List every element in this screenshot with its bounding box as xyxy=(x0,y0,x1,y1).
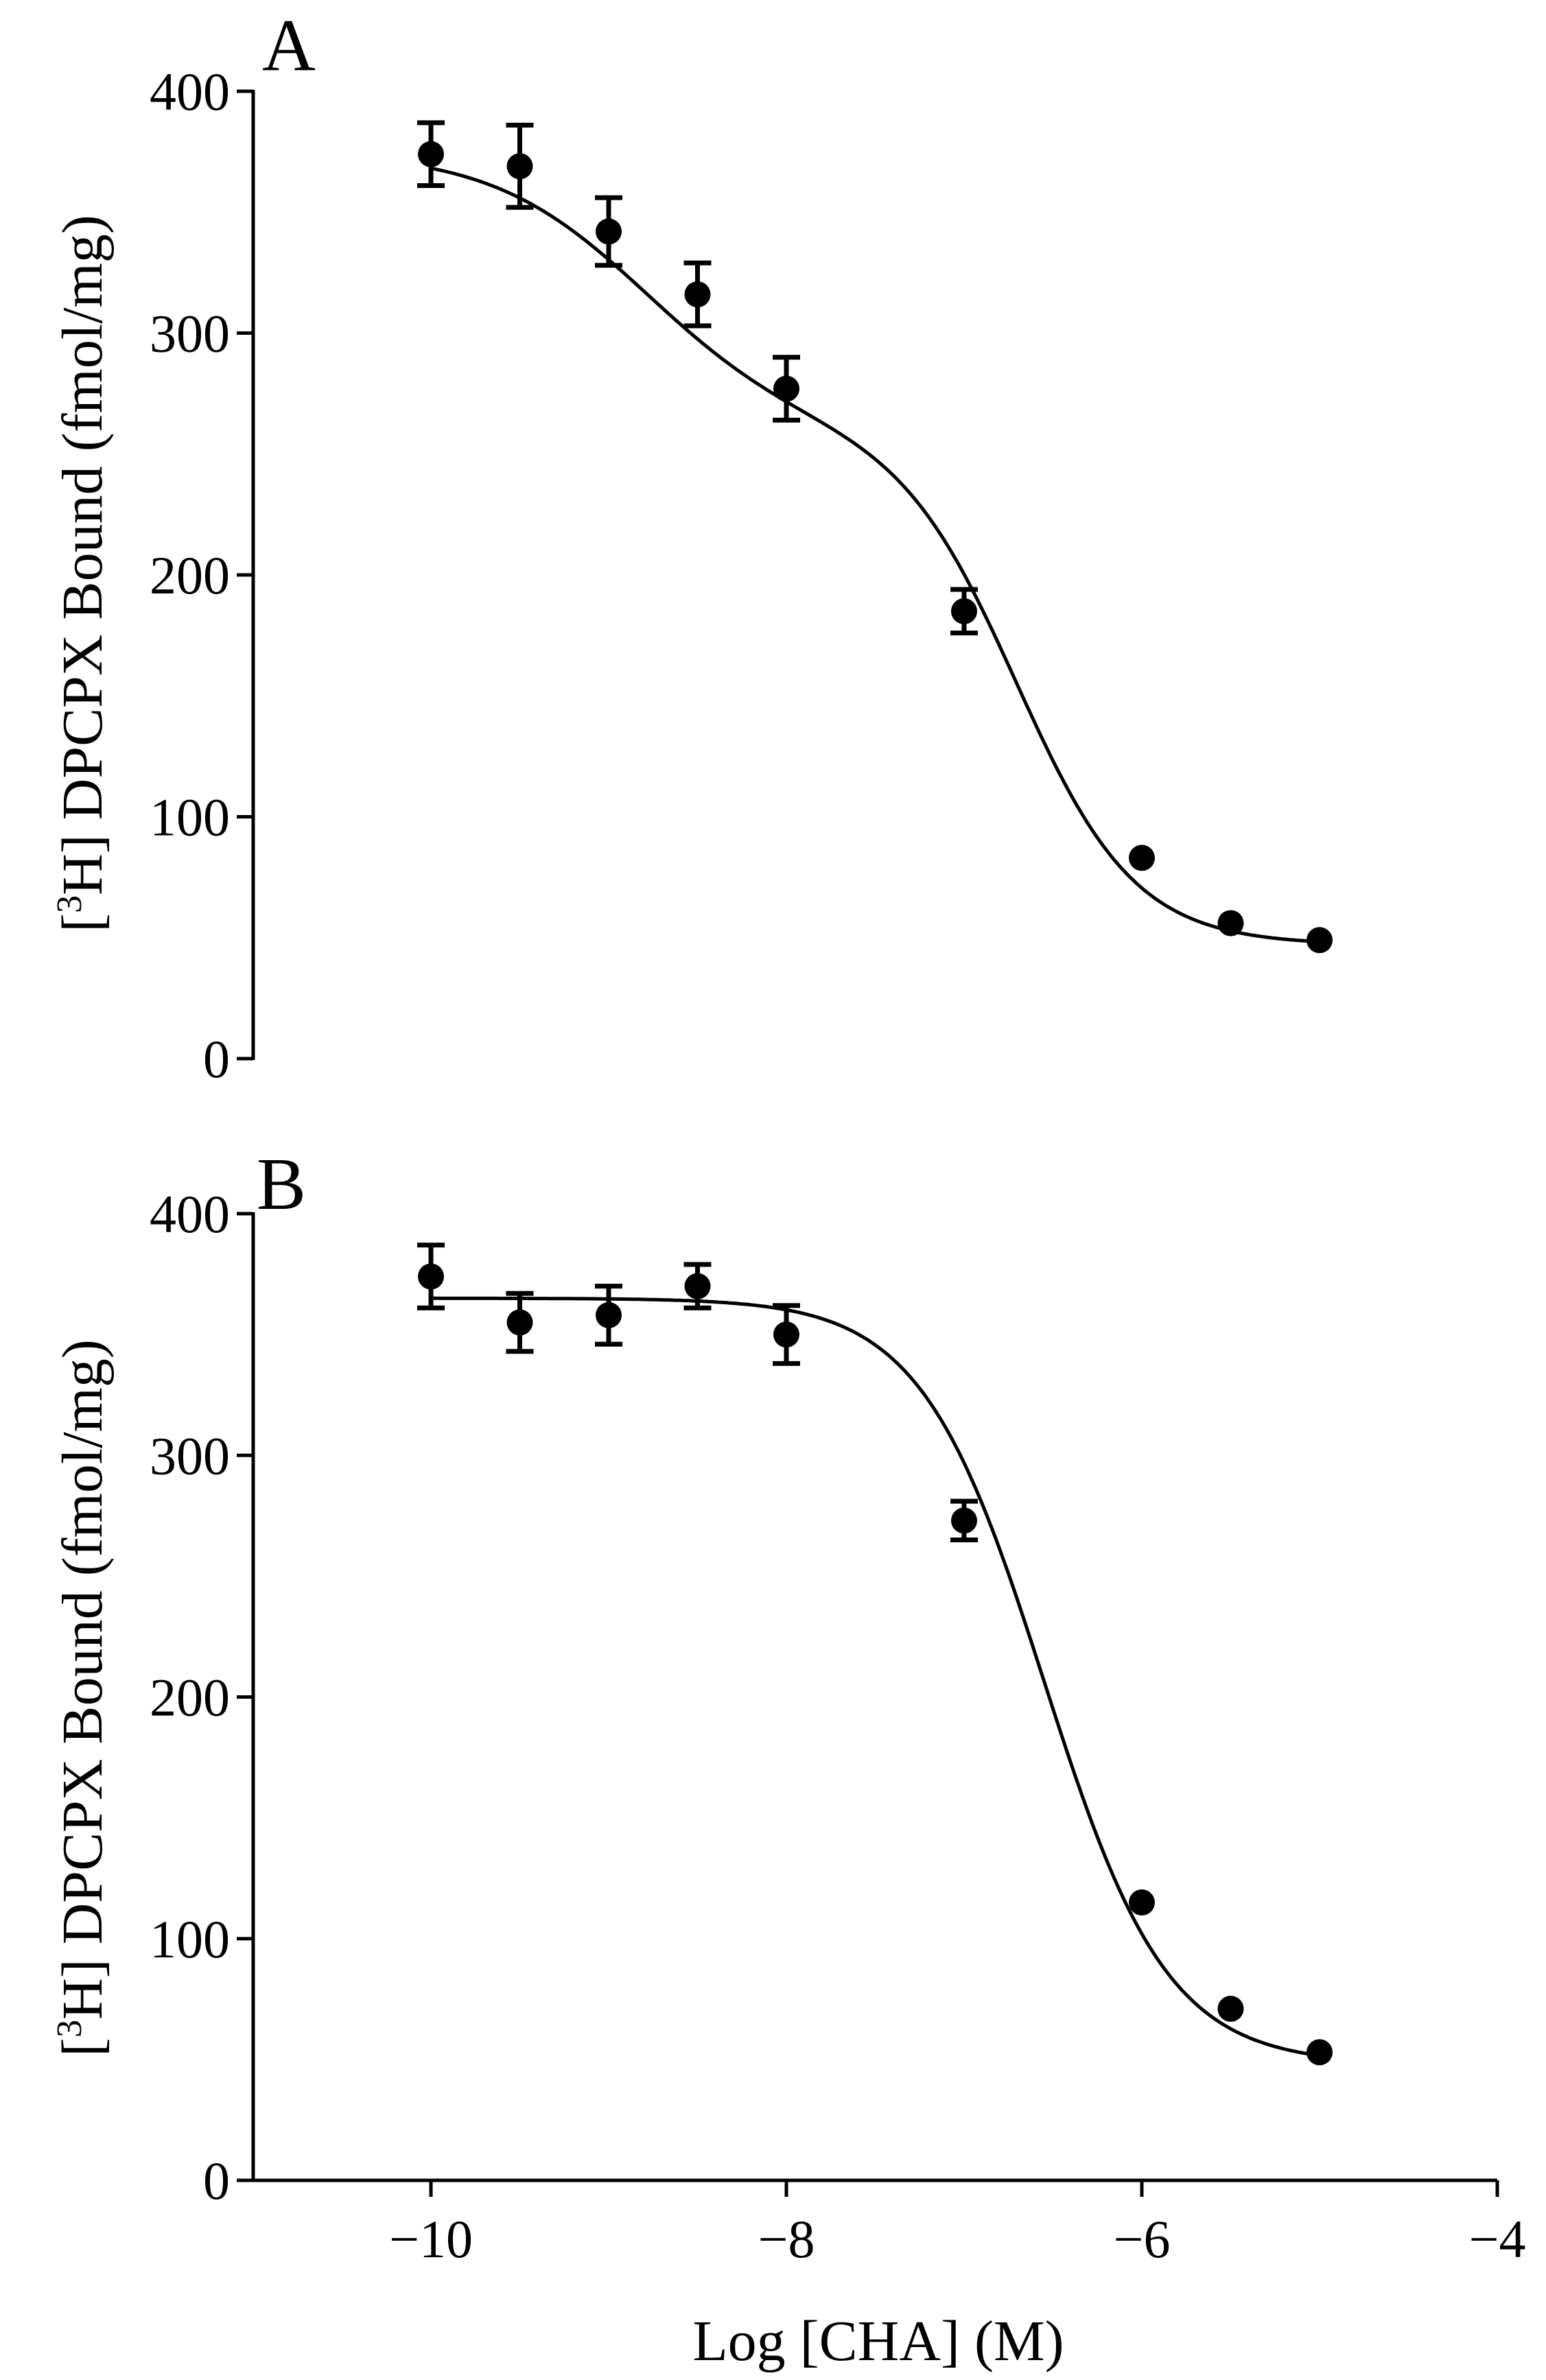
panel-a-data-point xyxy=(596,218,622,245)
panel-b-y-tick-label: 100 xyxy=(150,1909,230,1969)
panel-a-data-point xyxy=(1129,845,1155,871)
x-axis-title: Log [CHA] (M) xyxy=(692,2309,1064,2373)
x-tick-label: −8 xyxy=(758,2209,815,2269)
panel-b-data-point xyxy=(506,1309,533,1336)
panel-a-label: A xyxy=(262,5,316,86)
panel-a-y-axis-title: [3H] DPCPX Bound (fmol/mg) xyxy=(50,215,115,932)
x-tick-label: −4 xyxy=(1469,2209,1526,2269)
panel-b-data-point xyxy=(1307,2039,1333,2066)
panel-a-y-tick-label: 400 xyxy=(150,62,230,121)
panel-b-y-tick-label: 300 xyxy=(150,1426,230,1485)
panel-a-y-tick-label: 0 xyxy=(203,1029,230,1089)
panel-b-fit-curve xyxy=(431,1296,1320,2058)
panel-a: A [3H] DPCPX Bound (fmol/mg) 0 100 200 300 4… xyxy=(50,5,1333,1089)
panel-b-data-point xyxy=(684,1273,711,1299)
panel-a-y-tick-label: 100 xyxy=(150,788,230,847)
panel-a-data-point xyxy=(1217,910,1244,936)
panel-a-data-point xyxy=(684,281,711,308)
panel-b-data-point xyxy=(1217,1995,1244,2022)
panel-b-y-axis-title: [3H] DPCPX Bound (fmol/mg) xyxy=(50,1339,115,2057)
panel-a-fit-curve xyxy=(430,166,1320,944)
panel-a-data-point xyxy=(951,598,977,624)
panel-b-label: B xyxy=(257,1144,306,1225)
panel-b-data-point xyxy=(418,1263,444,1290)
panel-a-data-point xyxy=(773,375,799,402)
panel-b-data-point xyxy=(773,1321,799,1348)
panel-b-data-point xyxy=(596,1301,622,1328)
x-tick-label: −10 xyxy=(389,2209,473,2269)
panel-a-y-tick-label: 200 xyxy=(150,545,230,605)
panel-a-data-point xyxy=(418,141,444,167)
panel-a-data-point xyxy=(1307,927,1333,954)
panel-b-data-point xyxy=(951,1507,977,1534)
panel-a-y-tick-label: 300 xyxy=(150,304,230,364)
panel-b-data-point xyxy=(1129,1889,1155,1916)
x-tick-label: −6 xyxy=(1114,2209,1171,2269)
panel-b-y-tick-label: 200 xyxy=(150,1668,230,1728)
panel-b: B [3H] DPCPX Bound (fmol/mg) Log [CHA] (… xyxy=(50,1144,1526,2373)
panel-b-y-tick-label: 0 xyxy=(203,2151,230,2211)
panel-a-data-point xyxy=(506,153,533,180)
panel-b-y-tick-label: 400 xyxy=(150,1184,230,1244)
